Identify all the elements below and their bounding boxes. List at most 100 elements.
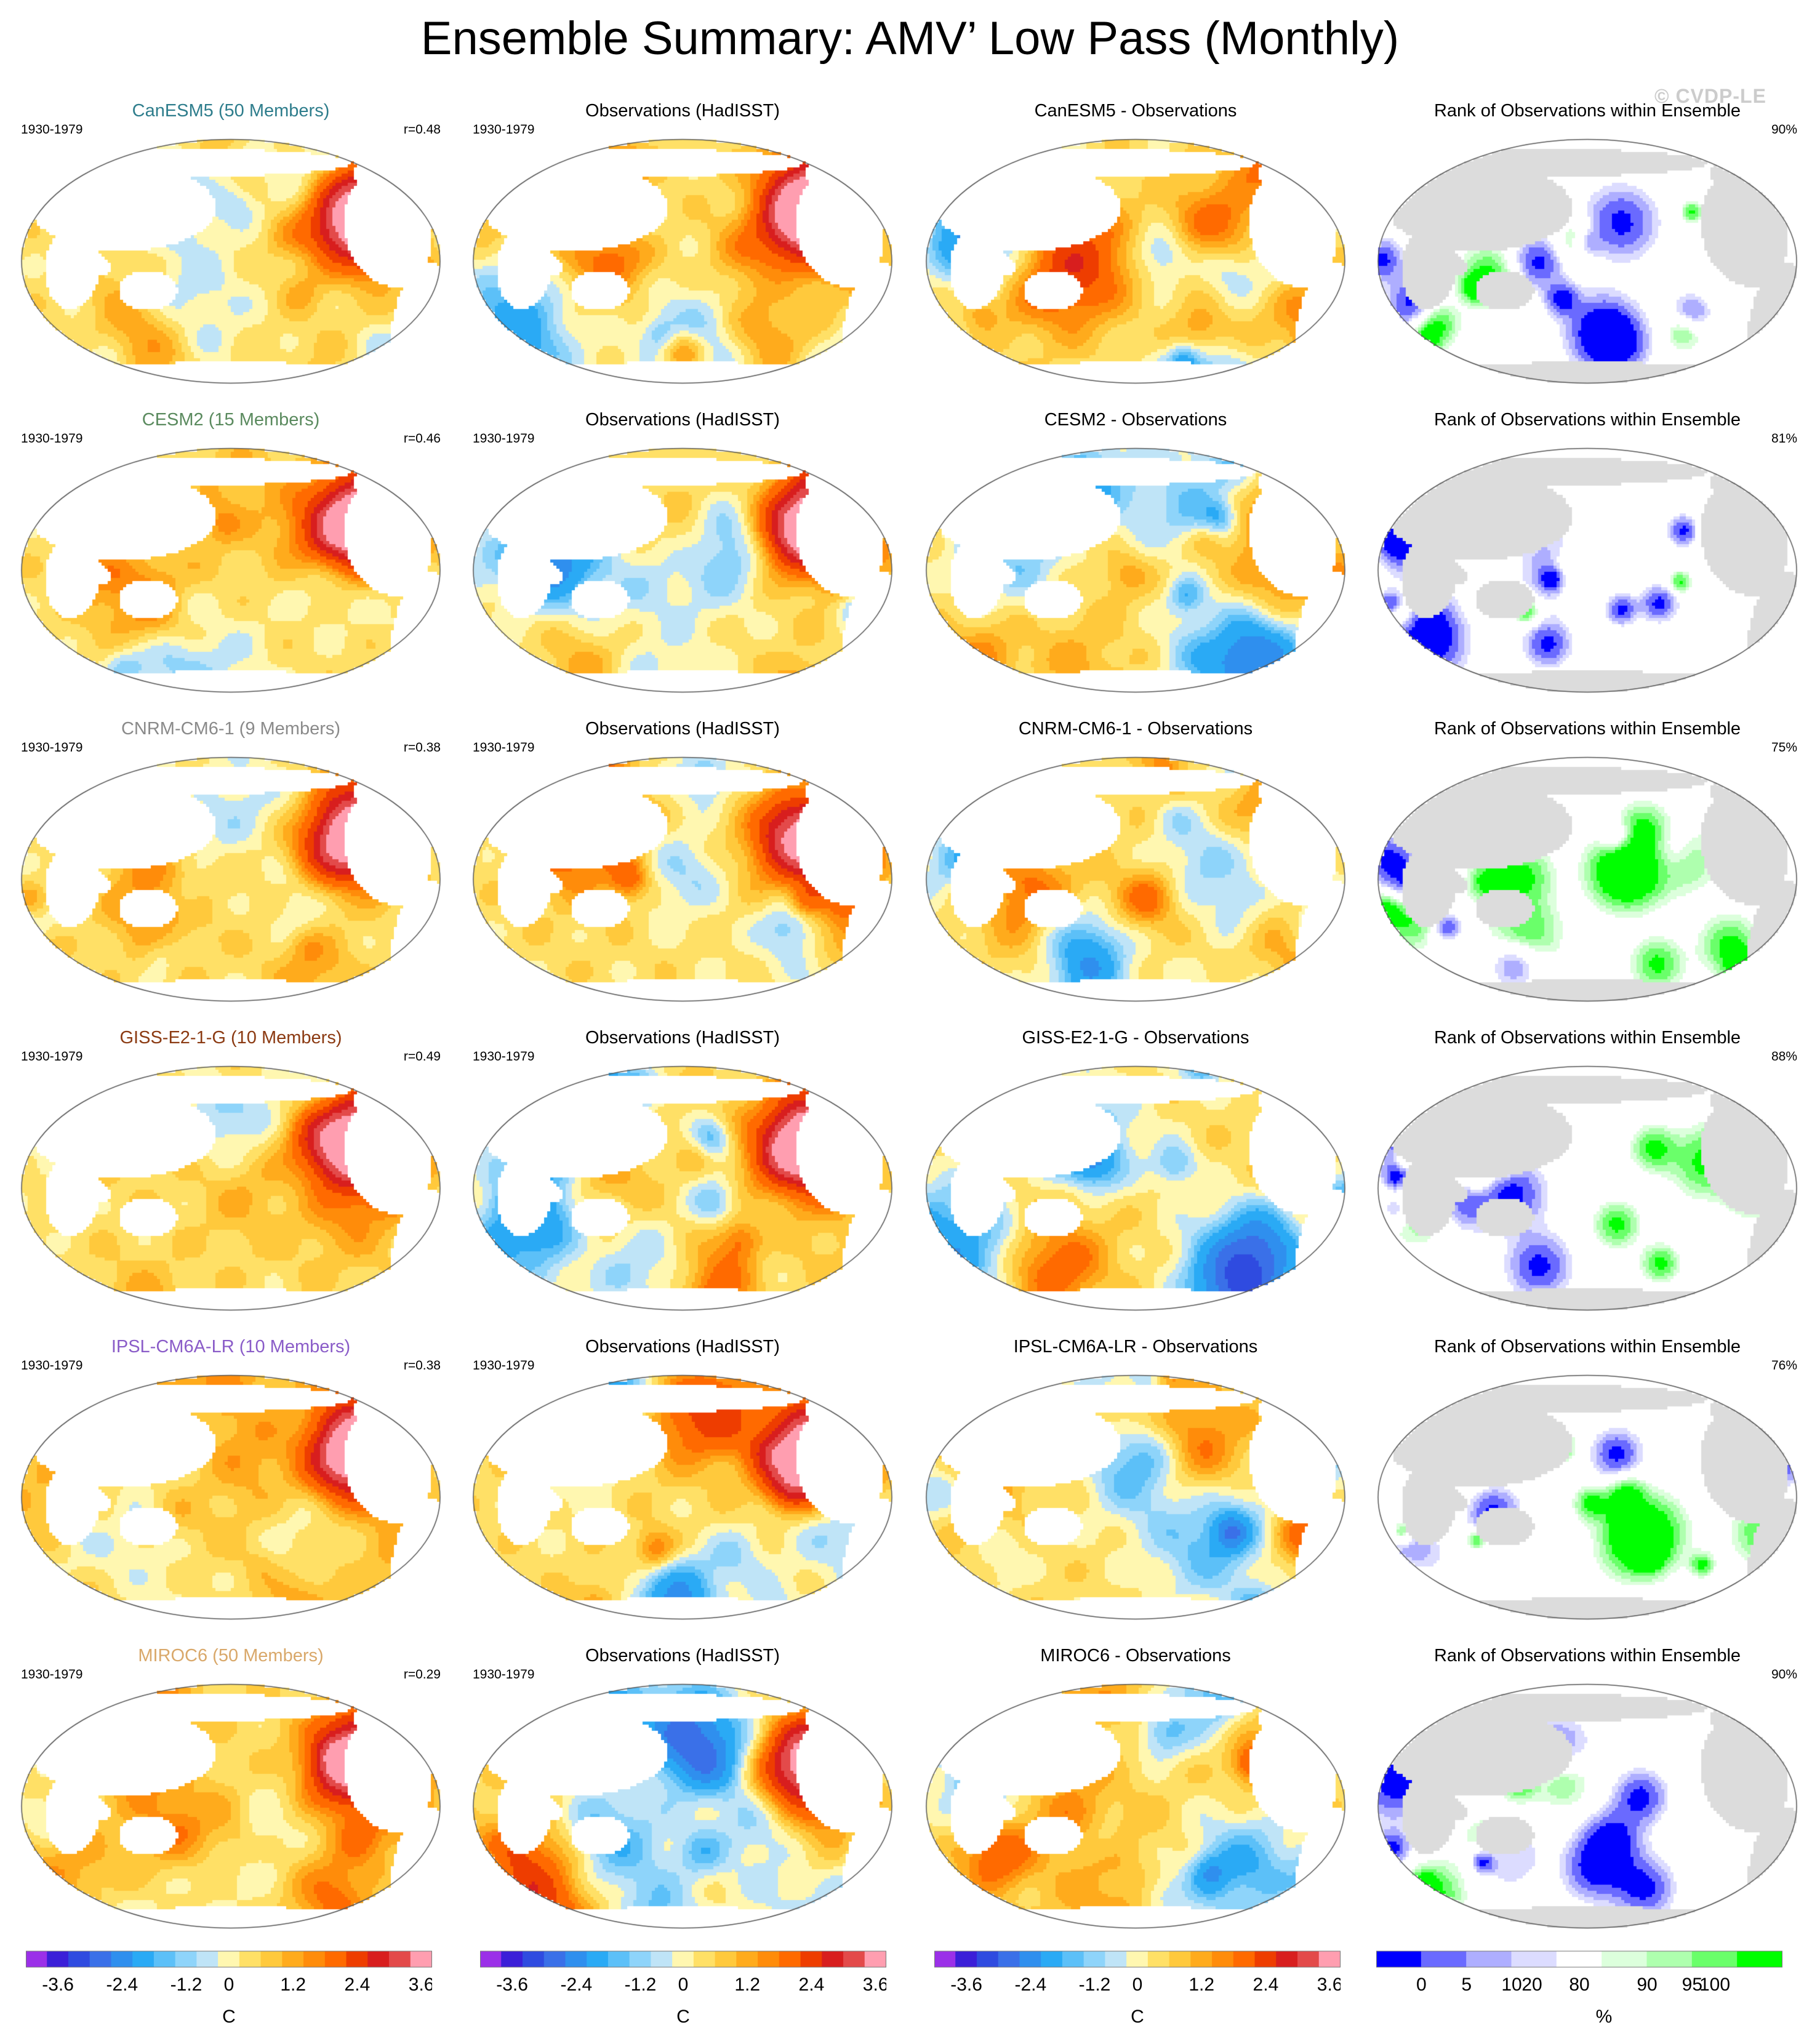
map-obs [470, 137, 895, 386]
colorbar-swatch [1190, 1951, 1213, 1968]
period-label: 1930-1979 [473, 1358, 535, 1373]
colorbar-tick-label: 100 [1699, 1975, 1730, 1995]
colorbar-swatch [218, 1951, 240, 1968]
colorbar-swatch [1019, 1951, 1042, 1968]
colorbar-swatch [196, 1951, 219, 1968]
panel-title: CESM2 (15 Members) [142, 410, 320, 430]
colorbar-difference: -3.6 -2.4 -1.2 0 1.2 2.4 3.6 C [934, 1950, 1341, 2030]
colorbar-swatch [389, 1951, 411, 1968]
colorbar-swatch [346, 1951, 369, 1968]
panel-rank-row-3: Rank of Observations within Ensemble 75% [1368, 716, 1807, 1012]
colorbar-tick-label: 1.2 [1189, 1975, 1214, 1995]
correlation-label: r=0.29 [403, 1667, 441, 1682]
colorbar-swatches: -3.6 -2.4 -1.2 0 1.2 2.4 3.6 [934, 1951, 1341, 1995]
colorbar-swatch [800, 1951, 823, 1968]
panel-title: CanESM5 (50 Members) [132, 101, 330, 121]
copyright-watermark: © CVDP-LE [1654, 85, 1766, 107]
panel-rank-row-4: Rank of Observations within Ensemble 88% [1368, 1025, 1807, 1321]
colorbar-swatch [779, 1951, 801, 1968]
panel-rank-row-5: Rank of Observations within Ensemble 76% [1368, 1334, 1807, 1630]
colorbar-swatch [501, 1951, 523, 1968]
colorbar-model: -3.6 -2.4 -1.2 0 1.2 2.4 3.6 C [26, 1950, 432, 2030]
correlation-label: r=0.48 [403, 122, 441, 137]
colorbar-swatch [89, 1951, 112, 1968]
colorbar-swatch [111, 1951, 134, 1968]
panel-title: Rank of Observations within Ensemble [1433, 410, 1741, 430]
colorbar-swatch [324, 1951, 347, 1968]
panel-title: Observations (HadISST) [585, 719, 780, 739]
colorbar-swatch [1083, 1951, 1106, 1968]
colorbar-swatch [1105, 1951, 1128, 1968]
colorbar-swatch [282, 1951, 305, 1968]
colorbar-unit: % [1595, 2007, 1613, 2027]
colorbar-swatch [68, 1951, 90, 1968]
panel-title: Observations (HadISST) [585, 1646, 780, 1666]
map-obs [470, 1682, 895, 1931]
map-diff [923, 755, 1348, 1004]
period-label: 1930-1979 [21, 740, 83, 755]
panel-diff-row-4: GISS-E2-1-G - Observations [916, 1025, 1355, 1321]
colorbar-swatch [736, 1951, 759, 1968]
colorbar-swatch [1126, 1951, 1149, 1968]
panel-obs-row-3: Observations (HadISST) 1930-1979 [463, 716, 902, 1012]
colorbar-swatch [693, 1951, 716, 1968]
map-diff [923, 446, 1348, 695]
colorbar-swatch [367, 1951, 390, 1968]
period-label: 1930-1979 [473, 431, 535, 446]
colorbar-tick-label: 0 [1132, 1975, 1143, 1995]
panel-title: Rank of Observations within Ensemble [1433, 1028, 1741, 1048]
colorbar-swatch [1318, 1951, 1341, 1968]
panel-title: Rank of Observations within Ensemble [1433, 719, 1741, 739]
colorbar-swatch [522, 1951, 545, 1968]
colorbar-swatch [1276, 1951, 1299, 1968]
period-label: 1930-1979 [21, 1358, 83, 1373]
correlation-label: r=0.46 [403, 431, 441, 446]
colorbar-swatch [1421, 1951, 1467, 1968]
colorbar-swatch [1212, 1951, 1234, 1968]
panel-model-row-6: MIROC6 (50 Members) 1930-1979 r=0.29 [11, 1643, 451, 1939]
map-diff [923, 137, 1348, 386]
correlation-label: r=0.38 [403, 740, 441, 755]
colorbar-tick-label: 10 [1501, 1975, 1521, 1995]
panel-title: Rank of Observations within Ensemble [1433, 101, 1741, 121]
colorbar-swatch [1169, 1951, 1192, 1968]
colorbar-swatch [672, 1951, 694, 1968]
colorbar-tick-label: 5 [1461, 1975, 1472, 1995]
panel-title: MIROC6 - Observations [1040, 1646, 1231, 1666]
panel-title: CNRM-CM6-1 (9 Members) [121, 719, 341, 739]
colorbar-swatch [153, 1951, 176, 1968]
colorbar-swatch [303, 1951, 326, 1968]
colorbar-swatch [1233, 1951, 1256, 1968]
panel-model-row-2: CESM2 (15 Members) 1930-1979 r=0.46 [11, 407, 451, 703]
colorbar-tick-label: -1.2 [170, 1975, 202, 1995]
panel-diff-row-1: CanESM5 - Observations [916, 98, 1355, 394]
colorbar-tick-label: -3.6 [950, 1975, 982, 1995]
colorbar-swatch [758, 1951, 780, 1968]
panel-title: IPSL-CM6A-LR (10 Members) [111, 1337, 351, 1357]
map-model [18, 1373, 443, 1622]
rank-percent-label: 81% [1771, 431, 1797, 446]
colorbar-swatch [480, 1951, 502, 1968]
panel-diff-row-5: IPSL-CM6A-LR - Observations [916, 1334, 1355, 1630]
colorbar-frame [934, 1951, 1341, 1968]
panel-diff-row-6: MIROC6 - Observations [916, 1643, 1355, 1939]
colorbar-tick-label: 95 [1682, 1975, 1702, 1995]
colorbar-tick-label: 0 [678, 1975, 689, 1995]
period-label: 1930-1979 [21, 431, 83, 446]
map-obs [470, 1064, 895, 1313]
colorbar-swatch [607, 1951, 630, 1968]
correlation-label: r=0.49 [403, 1049, 441, 1064]
colorbar-swatch [1466, 1951, 1512, 1968]
colorbar-swatch [543, 1951, 566, 1968]
period-label: 1930-1979 [473, 1667, 535, 1682]
colorbar-swatch [1041, 1951, 1063, 1968]
colorbar-swatch [26, 1951, 48, 1968]
colorbar-swatch [843, 1951, 865, 1968]
colorbar-tick-label: 80 [1569, 1975, 1589, 1995]
panel-title: Observations (HadISST) [585, 410, 780, 430]
map-rank [1375, 137, 1800, 386]
colorbar-swatch [1254, 1951, 1277, 1968]
colorbar-swatch [565, 1951, 588, 1968]
colorbar-swatch [587, 1951, 609, 1968]
panel-model-row-1: CanESM5 (50 Members) 1930-1979 r=0.48 [11, 98, 451, 394]
